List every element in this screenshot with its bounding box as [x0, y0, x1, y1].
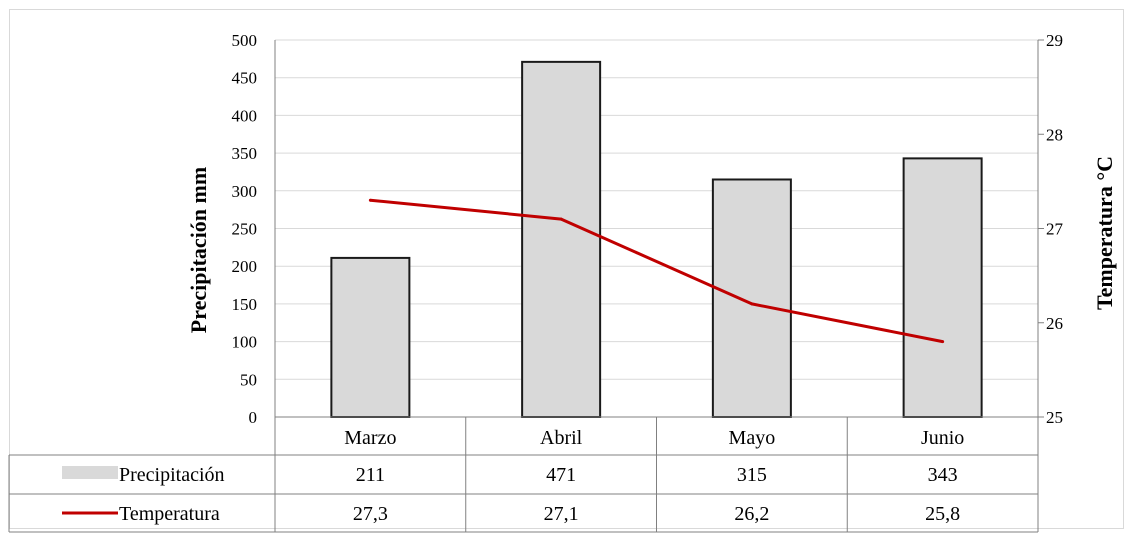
- table-value-temperatura: 26,2: [734, 503, 769, 525]
- y-tick-label: 100: [232, 333, 258, 352]
- y-tick-label: 500: [232, 31, 258, 50]
- point-temperatura: [559, 217, 563, 221]
- y-tick-label: 350: [232, 144, 258, 163]
- bar-precipitacion: [330, 256, 411, 418]
- y2-tick-label: 26: [1046, 314, 1063, 333]
- point-temperatura: [368, 198, 372, 202]
- bar-precipitacion: [521, 60, 602, 419]
- table-value-precipitacion: 315: [737, 464, 767, 486]
- legend-key-precipitacion: [62, 466, 118, 479]
- y-axis-title: Precipitación mm: [186, 167, 211, 333]
- y2-tick-label: 25: [1046, 408, 1063, 427]
- y-tick-label: 300: [232, 182, 258, 201]
- table-value-precipitacion: 211: [356, 464, 385, 486]
- category-label: Junio: [921, 427, 964, 449]
- y-tick-label: 150: [232, 295, 258, 314]
- chart-frame: [9, 9, 1124, 529]
- y-tick-label: 250: [232, 220, 258, 239]
- table-value-temperatura: 25,8: [925, 503, 960, 525]
- legend-label-temperatura: Temperatura: [119, 503, 220, 525]
- y2-axis-title: Temperatura °C: [1092, 156, 1117, 310]
- point-temperatura: [750, 302, 754, 306]
- line-temperatura: [370, 198, 943, 344]
- category-label: Mayo: [729, 427, 776, 449]
- category-label: Abril: [540, 427, 583, 449]
- y-tick-label: 200: [232, 257, 258, 276]
- y-tick-label: 50: [240, 370, 257, 389]
- y2-tick-label: 29: [1046, 31, 1063, 50]
- category-label: Marzo: [344, 427, 396, 449]
- table-value-precipitacion: 343: [928, 464, 958, 486]
- y2-tick-label: 27: [1046, 220, 1064, 239]
- y-tick-label: 450: [232, 69, 258, 88]
- bar-precipitacion: [902, 157, 983, 419]
- table-value-temperatura: 27,1: [544, 503, 579, 525]
- table-value-precipitacion: 471: [546, 464, 576, 486]
- y-tick-label: 400: [232, 106, 258, 125]
- legend-label-precipitacion: Precipitación: [119, 464, 225, 486]
- y2-tick-label: 28: [1046, 125, 1063, 144]
- y-tick-label: 0: [249, 408, 258, 427]
- point-temperatura: [941, 340, 945, 344]
- table-value-temperatura: 27,3: [353, 503, 388, 525]
- bar-precipitacion: [711, 178, 792, 418]
